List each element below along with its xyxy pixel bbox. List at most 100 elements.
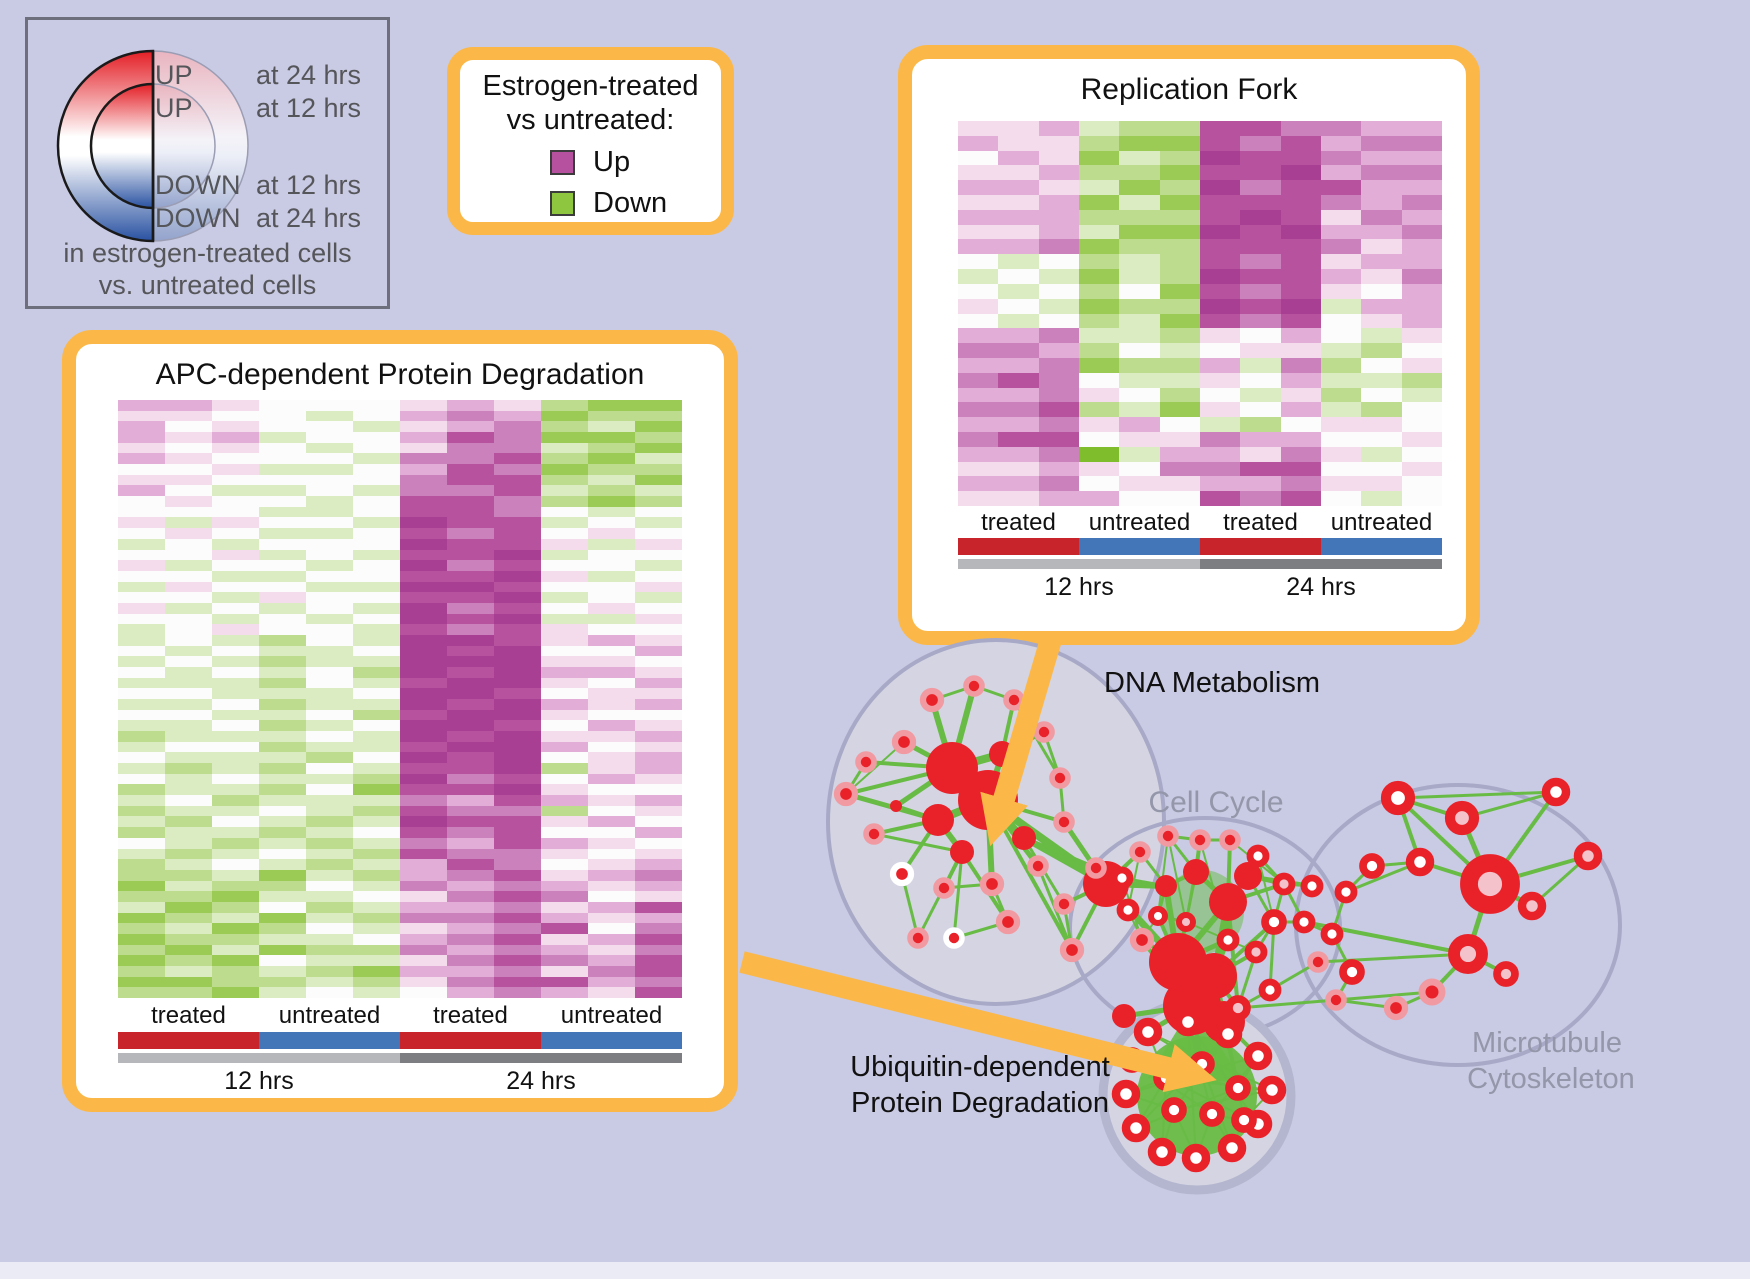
heatmap-cell — [635, 891, 682, 902]
heatmap-cell — [212, 709, 259, 721]
network-label: Microtubule — [1472, 1027, 1622, 1059]
heatmap-cell — [1361, 417, 1402, 432]
heatmap-cell — [259, 421, 306, 433]
heatmap-cell — [1119, 209, 1160, 225]
heatmap-cell — [259, 720, 306, 732]
heatmap-cell — [958, 224, 999, 240]
heatmap-cell — [353, 453, 400, 465]
heatmap-cell — [306, 880, 353, 892]
heatmap-cell — [1199, 402, 1241, 418]
heatmap-cell — [447, 656, 494, 667]
heatmap-cell — [118, 506, 165, 518]
network-edge — [1396, 796, 1422, 864]
heatmap-cell — [635, 859, 682, 870]
heatmap-cell — [118, 410, 165, 422]
heatmap-cell — [998, 269, 1039, 284]
network-edge — [1127, 851, 1141, 911]
heatmap-cell — [400, 795, 447, 806]
heatmap-cell — [1199, 239, 1241, 255]
heatmap-cell — [494, 400, 541, 411]
network-edge — [1173, 1109, 1197, 1159]
heatmap-cell — [306, 837, 353, 849]
network-node-halo-pink — [1085, 857, 1107, 879]
heatmap-cell — [1159, 239, 1200, 255]
heatmap-cell — [635, 869, 682, 881]
heatmap-cell — [447, 933, 494, 945]
heatmap-cell — [588, 634, 635, 646]
network-edge — [872, 832, 964, 854]
network-edge — [949, 683, 977, 771]
network-edge — [1174, 958, 1196, 1010]
heatmap-cell — [306, 720, 353, 732]
heatmap-cell — [353, 741, 400, 753]
network-edge — [1246, 874, 1276, 924]
heatmap-cell — [541, 624, 588, 635]
network-edge — [1141, 915, 1159, 941]
heatmap-cell — [541, 666, 588, 678]
network-node-ring-white — [1111, 1079, 1141, 1109]
heatmap-cell — [1119, 328, 1160, 344]
heatmap-cell — [635, 432, 682, 443]
network-edge — [1334, 970, 1354, 1002]
heatmap-cell — [998, 417, 1039, 432]
heatmap-cell — [1038, 313, 1079, 329]
network-node-ring-pink — [1460, 854, 1520, 914]
heatmap-cell — [635, 827, 682, 838]
heatmap-cell — [494, 432, 541, 443]
heatmap-cell — [1038, 165, 1079, 181]
heatmap-cell — [998, 150, 1039, 166]
heatmap-cell — [165, 549, 212, 561]
heatmap-cell — [118, 741, 165, 753]
heatmap-cell — [353, 869, 400, 881]
network-label: Ubiquitin-dependent — [850, 1051, 1110, 1083]
heatmap-cell — [306, 752, 353, 764]
heatmap-cell — [541, 453, 588, 465]
heatmap-cell — [1240, 402, 1281, 418]
heatmap-cell — [1320, 150, 1362, 166]
heatmap-cell — [306, 474, 353, 486]
heatmap-cell — [1199, 269, 1241, 284]
heatmap-cell — [400, 421, 447, 433]
heatmap-cell — [212, 976, 259, 988]
network-node-ring-white — [1257, 1075, 1287, 1105]
network-edge — [986, 798, 1066, 824]
heatmap-cell — [588, 656, 635, 667]
network-edge — [1201, 1063, 1233, 1149]
network-edge — [1187, 1021, 1259, 1125]
heatmap-cell — [165, 464, 212, 475]
heatmap-cell — [588, 602, 635, 614]
network-node-ring-white — [1148, 906, 1168, 926]
heatmap-cell — [259, 976, 306, 988]
heatmap-cell — [635, 848, 682, 860]
heatmap-cell — [1320, 121, 1362, 136]
heatmap-cell — [588, 570, 635, 582]
heatmap-cell — [958, 165, 999, 181]
heatmap-cell — [541, 592, 588, 603]
heatmap-cell — [1361, 254, 1402, 270]
network-node-solid — [1112, 1004, 1136, 1028]
network-node-ring-white — [1320, 922, 1344, 946]
heatmap-cell — [494, 805, 541, 817]
network-node-solid — [1155, 875, 1177, 897]
heatmap-cell — [212, 880, 259, 892]
panel-to-cluster-arrow — [980, 632, 1063, 847]
heatmap-cell — [400, 752, 447, 764]
heatmap-cell — [447, 987, 494, 998]
network-edge — [1243, 1089, 1273, 1121]
network-edge — [1194, 838, 1202, 874]
heatmap-cell — [400, 944, 447, 956]
heatmap-cell — [1119, 417, 1160, 432]
heatmap-cell — [118, 432, 165, 443]
network-node-halo-pink — [995, 909, 1021, 935]
heatmap-cell — [259, 773, 306, 785]
updown-time-label: at 24 hrs — [255, 59, 361, 90]
heatmap-cell — [259, 570, 306, 582]
heatmap-cell — [447, 795, 494, 806]
network-edge — [1058, 776, 1066, 824]
heatmap-cell — [353, 517, 400, 529]
network-node-ring-white — [1258, 978, 1282, 1002]
heatmap-cell — [998, 283, 1039, 299]
heatmap-cell — [212, 613, 259, 625]
time-label: 24 hrs — [1286, 573, 1356, 601]
heatmap-cell — [353, 496, 400, 507]
